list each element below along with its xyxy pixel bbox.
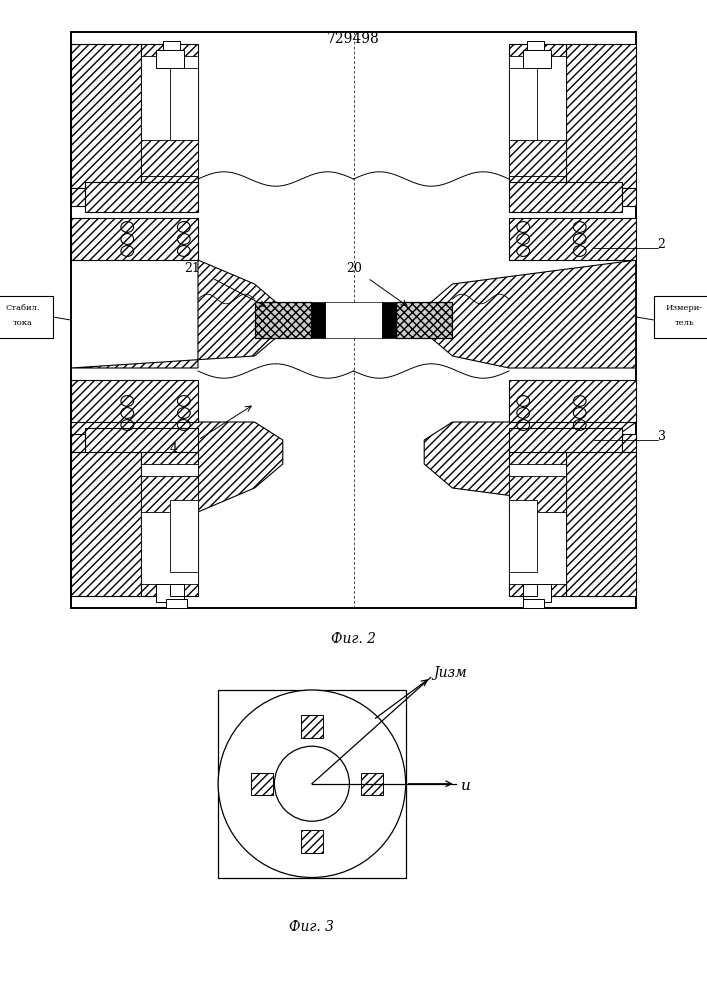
- Bar: [509, 44, 566, 188]
- Bar: [527, 41, 544, 50]
- Bar: [141, 140, 198, 176]
- Bar: [170, 500, 198, 572]
- Circle shape: [274, 746, 349, 821]
- Bar: [85, 428, 198, 458]
- Bar: [300, 830, 323, 852]
- Bar: [509, 500, 537, 572]
- Bar: [156, 584, 184, 602]
- Polygon shape: [424, 260, 636, 368]
- Bar: [509, 428, 622, 458]
- Text: Фиг. 3: Фиг. 3: [289, 920, 334, 934]
- Text: Стабил.: Стабил.: [6, 304, 40, 312]
- Bar: [141, 476, 198, 512]
- Bar: [566, 44, 636, 188]
- Text: u: u: [461, 779, 471, 793]
- Bar: [71, 32, 636, 608]
- Bar: [71, 434, 85, 452]
- Ellipse shape: [218, 690, 406, 878]
- Bar: [170, 584, 184, 596]
- Bar: [85, 182, 198, 212]
- Polygon shape: [509, 218, 636, 260]
- Bar: [141, 44, 198, 188]
- Bar: [71, 188, 85, 206]
- Bar: [523, 599, 544, 608]
- Bar: [300, 715, 323, 738]
- Text: тока: тока: [13, 319, 33, 327]
- Text: 3: 3: [658, 430, 665, 443]
- Bar: [255, 302, 311, 338]
- Bar: [509, 68, 537, 140]
- Bar: [163, 41, 180, 50]
- Bar: [509, 140, 566, 176]
- Bar: [622, 434, 636, 452]
- Bar: [251, 772, 273, 795]
- Bar: [509, 476, 566, 512]
- Bar: [156, 50, 184, 68]
- Polygon shape: [424, 422, 636, 512]
- Bar: [396, 302, 452, 338]
- Bar: [523, 584, 551, 602]
- Text: 21: 21: [184, 262, 199, 275]
- Bar: [325, 302, 382, 338]
- FancyBboxPatch shape: [654, 296, 707, 338]
- Bar: [311, 302, 325, 338]
- Polygon shape: [71, 422, 283, 512]
- Bar: [382, 302, 396, 338]
- Polygon shape: [71, 218, 198, 260]
- Text: тель: тель: [674, 319, 694, 327]
- Bar: [566, 452, 636, 596]
- Bar: [509, 56, 566, 176]
- Text: Фиг. 2: Фиг. 2: [331, 632, 376, 646]
- Bar: [141, 464, 198, 584]
- Bar: [509, 182, 622, 212]
- Bar: [71, 44, 141, 188]
- Text: 729498: 729498: [327, 32, 380, 46]
- Bar: [523, 50, 551, 68]
- Text: 20: 20: [346, 262, 362, 275]
- Bar: [170, 68, 198, 140]
- Text: 4: 4: [170, 442, 177, 455]
- Text: Jизм: Jизм: [433, 666, 467, 680]
- Bar: [166, 599, 187, 608]
- Text: Измери-: Измери-: [665, 304, 703, 312]
- Bar: [622, 188, 636, 206]
- FancyBboxPatch shape: [0, 296, 53, 338]
- Bar: [509, 464, 566, 584]
- Text: 2: 2: [658, 238, 665, 251]
- Bar: [141, 56, 198, 176]
- Bar: [523, 584, 537, 596]
- Polygon shape: [71, 380, 198, 422]
- Polygon shape: [509, 380, 636, 422]
- Bar: [361, 772, 383, 795]
- Polygon shape: [71, 260, 283, 368]
- Bar: [509, 452, 566, 596]
- Bar: [71, 452, 141, 596]
- Bar: [218, 690, 406, 878]
- Bar: [141, 452, 198, 596]
